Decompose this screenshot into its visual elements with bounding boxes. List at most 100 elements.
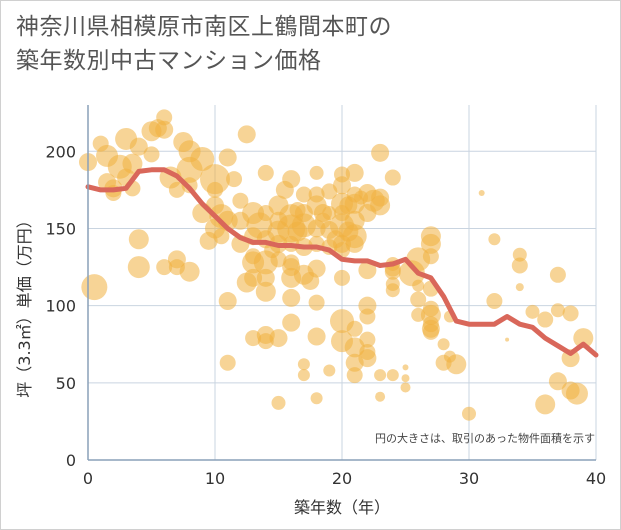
data-bubble [345, 163, 364, 182]
trend-line-series [85, 167, 599, 358]
data-bubble [375, 391, 386, 402]
data-bubble [168, 181, 185, 198]
data-bubble [218, 148, 237, 167]
x-tick-label: 40 [586, 469, 606, 488]
data-bubble [179, 261, 200, 282]
data-bubble [81, 274, 108, 301]
data-bubble [525, 304, 540, 319]
data-bubble [282, 288, 301, 307]
trend-line [85, 167, 599, 358]
data-bubble [323, 364, 336, 377]
data-bubble [511, 257, 528, 274]
data-bubble [307, 327, 326, 346]
data-bubble [420, 233, 441, 254]
axes [87, 105, 596, 461]
data-bubble [282, 313, 301, 332]
tick-labels: 0 10 20 30 40 0 50 100 150 200 [45, 142, 606, 488]
data-bubble [550, 303, 565, 318]
data-bubble [512, 247, 527, 262]
data-bubble [190, 147, 215, 172]
data-bubble [269, 329, 288, 348]
data-bubble [386, 369, 399, 382]
data-bubble [244, 268, 263, 287]
title-line-2: 築年数別中古マンション価格 [16, 48, 322, 74]
data-bubble [127, 256, 150, 279]
data-bubble [437, 338, 450, 351]
data-bubble [562, 305, 579, 322]
title-line-1: 神奈川県相模原市南区上鶴間本町の [16, 14, 392, 40]
data-bubble [505, 337, 510, 342]
data-bubble [370, 195, 391, 216]
x-axis-label: 築年数（年） [294, 498, 390, 517]
data-bubble [384, 169, 401, 186]
y-tick-label: 100 [45, 297, 76, 316]
data-bubble [385, 283, 400, 298]
data-bubble [334, 269, 350, 286]
data-bubble [384, 263, 401, 280]
data-bubble [422, 323, 439, 340]
data-bubble [371, 143, 390, 162]
x-tick-label: 30 [459, 469, 479, 488]
x-tick-label: 10 [205, 469, 225, 488]
bubble-series [79, 109, 594, 421]
data-bubble [226, 171, 243, 188]
data-bubble [346, 367, 363, 384]
data-bubble [282, 170, 301, 189]
data-bubble [256, 268, 275, 287]
data-bubble [359, 331, 376, 348]
data-bubble [200, 164, 230, 195]
size-legend-note: 円の大きさは、取引のあった物件面積を示す [375, 431, 595, 445]
y-tick-label: 150 [45, 219, 76, 238]
data-bubble [297, 369, 310, 382]
data-bubble [295, 186, 312, 203]
data-bubble [401, 374, 410, 383]
data-bubble [565, 382, 588, 405]
data-bubble [156, 109, 173, 126]
data-bubble [271, 395, 286, 410]
data-bubble [359, 308, 376, 325]
chart-title: 神奈川県相模原市南区上鶴間本町の 築年数別中古マンション価格 [16, 10, 392, 78]
data-bubble [213, 228, 230, 245]
data-bubble [155, 120, 174, 139]
data-bubble [548, 372, 567, 391]
data-bubble [358, 349, 377, 368]
data-bubble [374, 369, 387, 382]
data-bubble [143, 146, 160, 163]
data-bubble [462, 406, 476, 421]
data-bubble [207, 181, 223, 198]
data-bubble [345, 234, 364, 253]
data-bubble [310, 392, 323, 405]
data-bubble [309, 165, 324, 180]
data-bubble [122, 153, 143, 174]
data-bubble [218, 292, 237, 311]
data-bubble [358, 261, 377, 280]
data-bubble [257, 164, 274, 181]
data-bubble [270, 251, 287, 268]
data-bubble [535, 394, 556, 415]
data-bubble [232, 192, 249, 209]
y-tick-label: 0 [66, 451, 76, 470]
data-bubble [297, 358, 310, 371]
data-bubble [346, 320, 363, 337]
data-bubble [412, 279, 425, 292]
data-bubble [573, 328, 594, 349]
x-tick-label: 0 [83, 469, 93, 488]
data-bubble [537, 311, 554, 328]
data-bubble [422, 248, 439, 265]
data-bubble [410, 291, 427, 308]
data-bubble [400, 382, 411, 393]
y-axis-label: 坪（3.3㎡）単価（万円） [15, 212, 34, 397]
data-bubble [129, 137, 148, 156]
y-tick-label: 200 [45, 142, 76, 161]
data-bubble [237, 125, 256, 144]
data-bubble [486, 293, 503, 310]
data-bubble [478, 189, 485, 196]
data-bubble [255, 281, 276, 302]
data-bubble [549, 266, 566, 283]
data-bubble [515, 283, 524, 292]
data-bubble [446, 354, 467, 375]
data-bubble [308, 294, 325, 311]
data-bubble [156, 259, 173, 276]
data-bubble [333, 176, 351, 195]
